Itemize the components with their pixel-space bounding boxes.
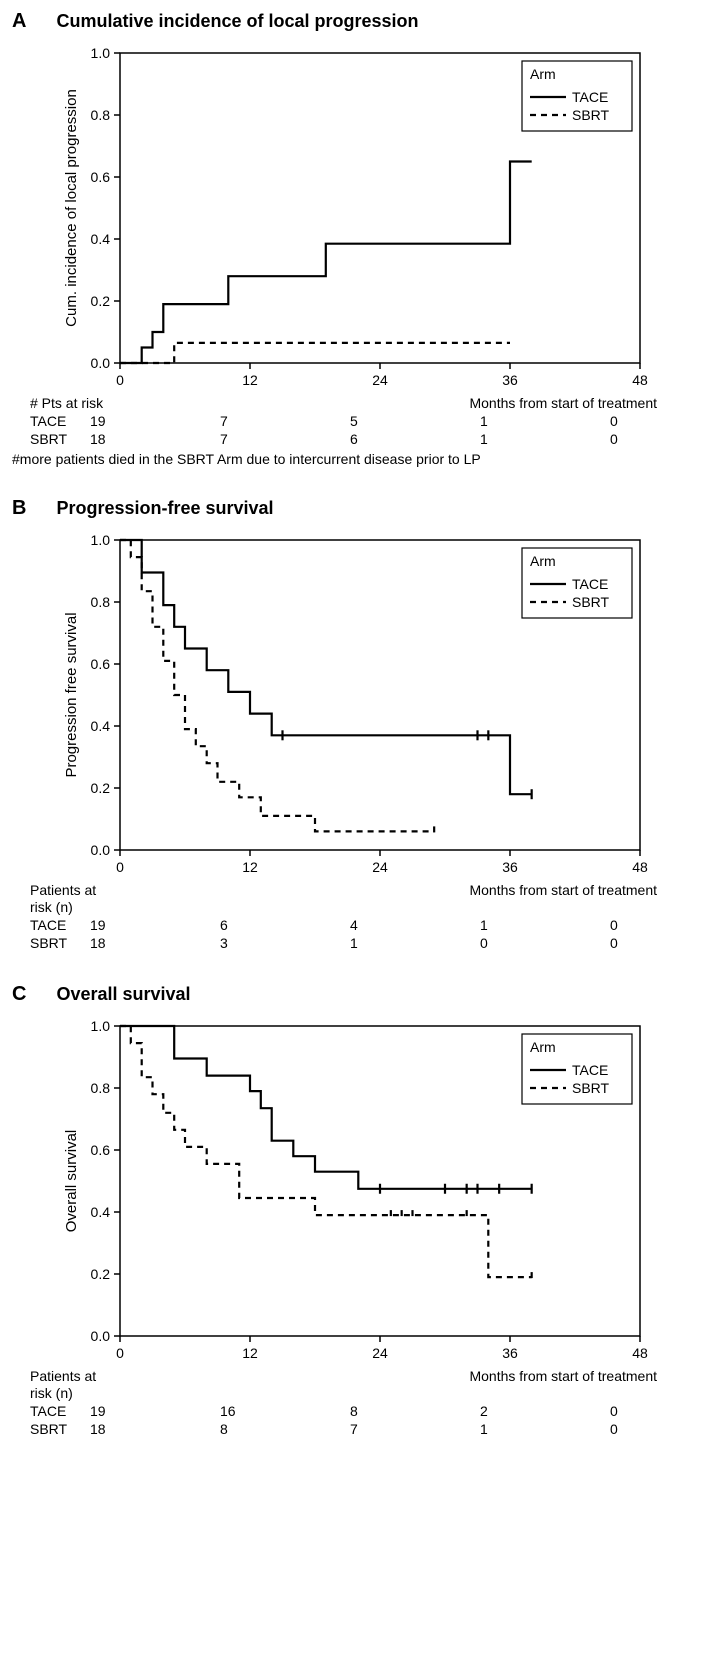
svg-text:12: 12 xyxy=(242,372,258,388)
svg-text:Arm: Arm xyxy=(530,66,556,82)
svg-text:36: 36 xyxy=(502,1345,518,1361)
svg-text:0.8: 0.8 xyxy=(91,107,111,123)
svg-text:Progression free survival: Progression free survival xyxy=(63,612,80,777)
footnote: #more patients died in the SBRT Arm due … xyxy=(12,451,697,467)
svg-text:Overall survival: Overall survival xyxy=(63,1129,80,1232)
svg-text:SBRT: SBRT xyxy=(572,594,610,610)
risk-table: Patients at risk (n)Months from start of… xyxy=(30,1368,697,1439)
svg-text:0.6: 0.6 xyxy=(91,169,111,185)
svg-text:24: 24 xyxy=(372,372,388,388)
svg-text:0.0: 0.0 xyxy=(91,355,111,371)
svg-text:36: 36 xyxy=(502,372,518,388)
svg-text:0.2: 0.2 xyxy=(91,293,111,309)
svg-text:1.0: 1.0 xyxy=(91,1018,111,1034)
svg-text:TACE: TACE xyxy=(572,1062,608,1078)
panel-A: A Cumulative incidence of local progressi… xyxy=(10,10,697,467)
svg-text:0: 0 xyxy=(116,1345,124,1361)
svg-text:36: 36 xyxy=(502,859,518,875)
svg-text:0.4: 0.4 xyxy=(91,1204,111,1220)
panel-B: BProgression-free survival0.00.20.40.60.… xyxy=(10,497,697,953)
svg-text:48: 48 xyxy=(632,372,648,388)
svg-text:Arm: Arm xyxy=(530,1039,556,1055)
svg-text:48: 48 xyxy=(632,859,648,875)
panel-C: C Overall survival 0.0 0.2 0.4 0.6 0.8 1.0 0 12 24… xyxy=(10,983,697,1439)
svg-text:0.6: 0.6 xyxy=(91,1142,111,1158)
svg-text:0.4: 0.4 xyxy=(91,718,111,734)
svg-text:0.0: 0.0 xyxy=(91,1328,111,1344)
svg-text:12: 12 xyxy=(242,859,258,875)
risk-table: # Pts at riskMonths from start of treatm… xyxy=(30,395,697,449)
svg-text:24: 24 xyxy=(372,859,388,875)
risk-table: Patients at risk (n)Months from start of… xyxy=(30,882,697,953)
svg-text:Arm: Arm xyxy=(530,553,556,569)
panel-title: Cumulative incidence of local progressio… xyxy=(56,11,418,32)
svg-text:0.8: 0.8 xyxy=(91,594,111,610)
svg-text:12: 12 xyxy=(242,1345,258,1361)
svg-text:0.2: 0.2 xyxy=(91,780,111,796)
panel-title: Progression-free survival xyxy=(56,498,273,519)
svg-text:24: 24 xyxy=(372,1345,388,1361)
svg-text:Cum. incidence of local progre: Cum. incidence of local progression xyxy=(63,89,80,327)
svg-text:TACE: TACE xyxy=(572,576,608,592)
svg-text:0.4: 0.4 xyxy=(91,231,111,247)
panel-letter: B xyxy=(12,497,26,520)
svg-text:48: 48 xyxy=(632,1345,648,1361)
svg-text:0: 0 xyxy=(116,372,124,388)
survival-chart: 0.0 0.2 0.4 0.6 0.8 1.0 0 12 24 36 48 Overall survi… xyxy=(60,1011,660,1366)
panel-letter: A xyxy=(12,10,26,33)
svg-text:0.6: 0.6 xyxy=(91,656,111,672)
svg-text:SBRT: SBRT xyxy=(572,107,610,123)
survival-chart: 0.0 0.2 0.4 0.6 0.8 1.0 0 12 24 36 48 Cum. incidenc… xyxy=(60,38,660,393)
svg-text:TACE: TACE xyxy=(572,89,608,105)
svg-text:1.0: 1.0 xyxy=(91,45,111,61)
svg-text:0.0: 0.0 xyxy=(91,842,111,858)
svg-text:1.0: 1.0 xyxy=(91,532,111,548)
panel-title: Overall survival xyxy=(56,984,190,1005)
svg-text:0: 0 xyxy=(116,859,124,875)
survival-chart: 0.0 0.2 0.4 0.6 0.8 1.0 0 12 24 36 48 Progression f… xyxy=(60,525,660,880)
svg-text:0.8: 0.8 xyxy=(91,1080,111,1096)
svg-text:SBRT: SBRT xyxy=(572,1080,610,1096)
panel-letter: C xyxy=(12,983,26,1006)
svg-text:0.2: 0.2 xyxy=(91,1266,111,1282)
